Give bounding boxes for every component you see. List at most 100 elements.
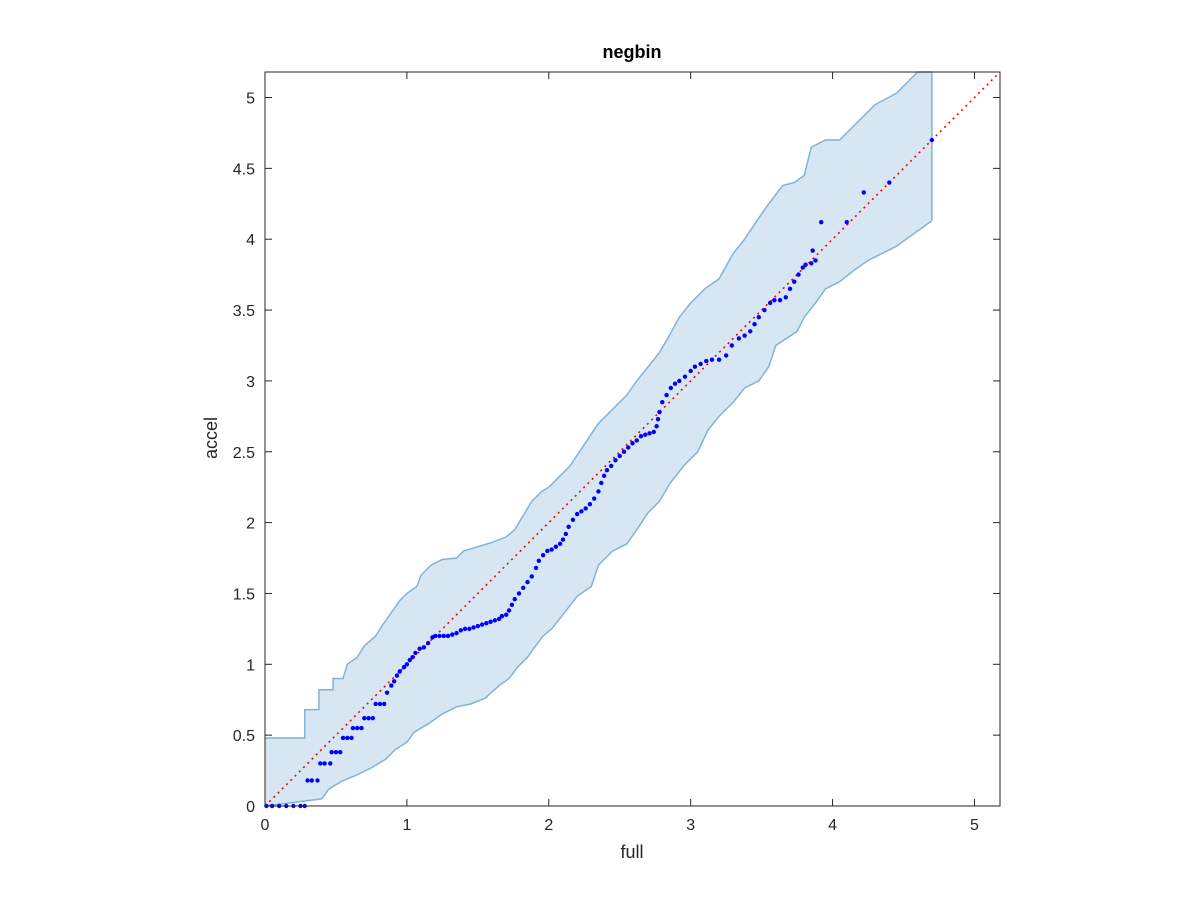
data-point: [819, 220, 824, 225]
data-point: [630, 441, 635, 446]
data-point: [756, 314, 761, 320]
data-point: [698, 361, 703, 367]
chart-title: negbin: [603, 42, 662, 62]
data-point: [626, 445, 631, 450]
data-point: [479, 622, 485, 627]
data-point: [617, 453, 622, 459]
data-point: [549, 547, 554, 552]
data-point: [742, 333, 747, 338]
data-point: [366, 715, 371, 721]
data-point: [318, 761, 323, 766]
data-point: [887, 180, 892, 185]
data-point: [533, 565, 539, 571]
y-tick-label: 3: [246, 374, 255, 391]
data-point: [783, 295, 788, 300]
y-tick-label: 5: [246, 91, 255, 108]
data-point: [609, 463, 614, 469]
data-point: [643, 432, 648, 437]
data-points: [264, 137, 935, 809]
data-point: [677, 378, 682, 384]
data-point: [682, 374, 688, 379]
data-point: [389, 683, 394, 688]
data-point: [748, 329, 753, 334]
x-tick-label: 0: [261, 817, 270, 834]
data-point: [657, 409, 662, 415]
data-point: [445, 633, 451, 639]
data-point: [529, 574, 534, 579]
data-point: [792, 279, 797, 284]
data-point: [729, 343, 735, 348]
data-point: [929, 137, 935, 143]
data-point: [506, 608, 512, 613]
data-point: [601, 473, 607, 479]
data-point: [583, 506, 588, 511]
data-point: [355, 725, 360, 731]
data-point: [557, 541, 563, 547]
data-point: [475, 623, 481, 629]
data-point: [536, 558, 542, 564]
data-point: [809, 261, 814, 266]
data-point: [401, 664, 407, 670]
y-tick-label: 0.5: [233, 728, 255, 745]
data-point: [704, 358, 709, 364]
data-point: [350, 725, 356, 731]
data-point: [340, 735, 346, 741]
data-point: [384, 690, 390, 695]
data-point: [391, 679, 397, 684]
data-point: [613, 458, 618, 463]
x-tick-label: 2: [544, 817, 553, 834]
data-point: [844, 220, 849, 225]
data-point: [553, 544, 559, 549]
data-point: [604, 467, 610, 473]
data-point: [560, 537, 566, 542]
data-point: [328, 761, 333, 766]
data-point: [723, 353, 729, 358]
data-point: [621, 449, 627, 454]
data-point: [471, 625, 476, 630]
data-point: [634, 438, 639, 443]
data-point: [488, 619, 493, 624]
data-point: [410, 655, 415, 660]
data-point: [329, 749, 334, 755]
data-point: [638, 433, 644, 439]
data-point: [664, 392, 669, 398]
data-point: [499, 613, 505, 619]
data-point: [647, 431, 652, 436]
data-point: [772, 297, 777, 303]
x-axis-label: full: [620, 842, 643, 862]
confidence-band-upper-edge: [265, 71, 932, 739]
data-point: [484, 621, 489, 626]
data-point: [796, 272, 801, 277]
data-point: [516, 591, 522, 596]
data-point: [394, 673, 400, 678]
data-point: [504, 612, 509, 617]
data-point: [437, 633, 442, 639]
data-point: [563, 531, 569, 537]
data-point: [545, 548, 550, 554]
data-point: [349, 735, 354, 741]
data-point: [803, 262, 808, 267]
data-point: [433, 633, 438, 639]
y-tick-label: 0: [246, 799, 255, 816]
data-point: [309, 778, 315, 783]
confidence-band-fill: [265, 72, 932, 806]
y-tick-label: 2: [246, 516, 255, 533]
data-point: [574, 511, 580, 517]
data-point: [322, 761, 327, 766]
axes: [264, 71, 1001, 807]
tick-labels: 0 1 2 3 4 5 0 0.5 1 1.5 2 2.5 3 3.5 4 4.5 5: [233, 91, 979, 834]
data-point: [688, 368, 693, 374]
data-point: [668, 385, 674, 391]
data-point: [570, 517, 576, 522]
reference-line-group: [264, 71, 1001, 807]
data-point: [672, 381, 678, 386]
data-point: [407, 657, 412, 663]
data-point: [359, 725, 364, 731]
y-tick-label: 1.5: [233, 586, 255, 603]
data-point: [421, 645, 427, 650]
confidence-band-lower-edge: [264, 220, 933, 807]
data-point: [591, 496, 597, 501]
data-point: [596, 489, 601, 494]
data-point: [467, 626, 472, 632]
